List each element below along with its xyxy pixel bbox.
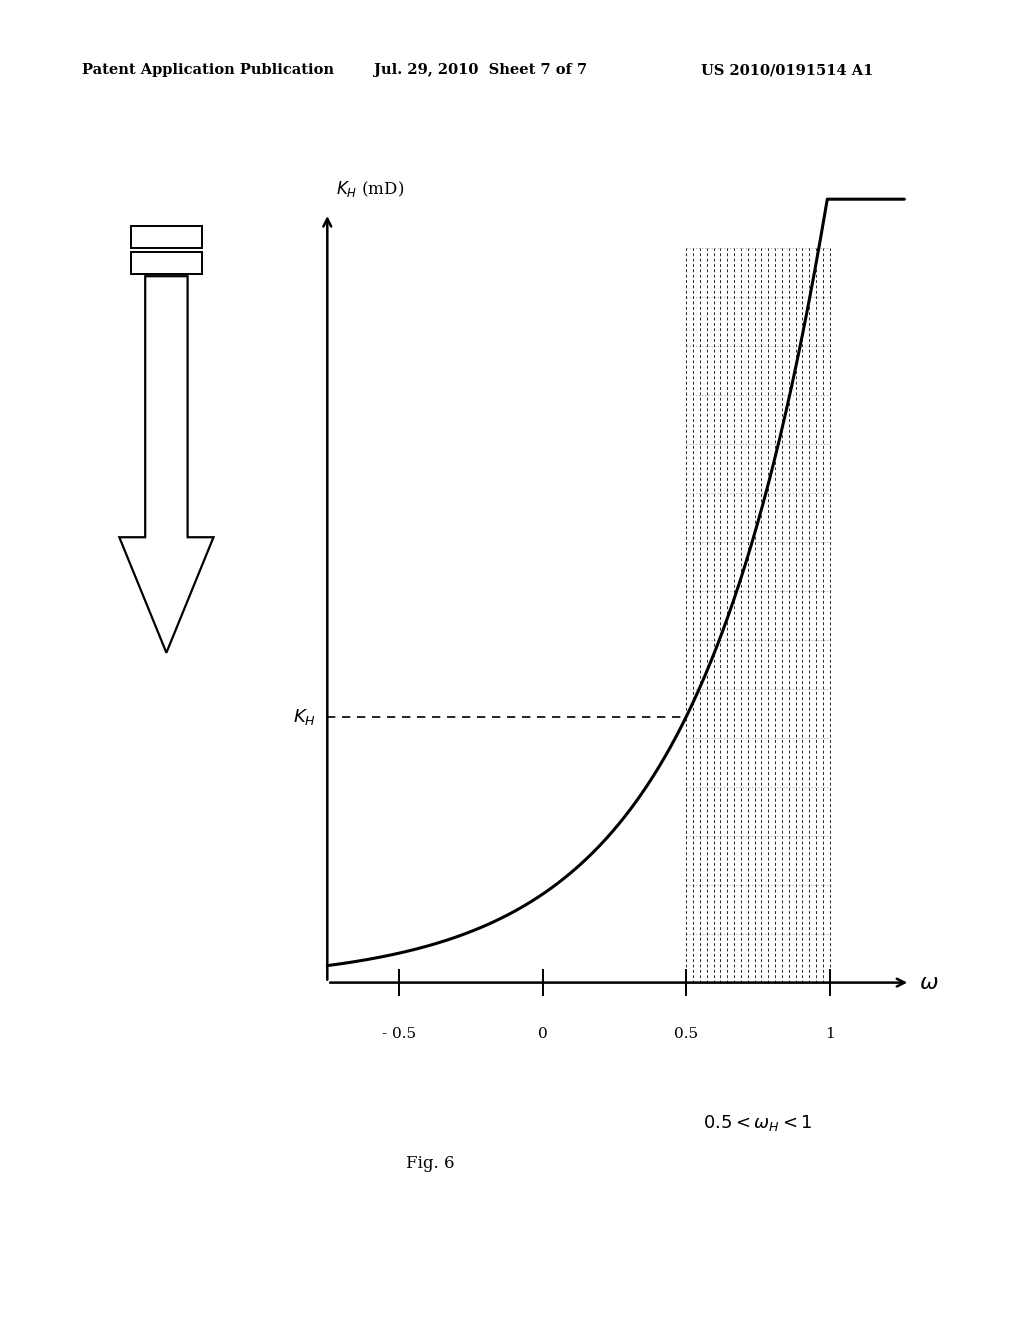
Text: US 2010/0191514 A1: US 2010/0191514 A1 [701,63,873,78]
Text: 0.5: 0.5 [674,1027,698,1040]
Text: - 0.5: - 0.5 [382,1027,416,1040]
Text: $0.5 < \omega_H < 1$: $0.5 < \omega_H < 1$ [703,1113,813,1133]
Text: $K_H$: $K_H$ [293,706,315,727]
Bar [131,252,202,275]
Text: $K_H$ (mD): $K_H$ (mD) [336,180,404,199]
Text: Fig. 6: Fig. 6 [406,1155,455,1172]
Bar [131,226,202,248]
Text: $\omega$: $\omega$ [919,972,938,994]
Text: 0: 0 [538,1027,548,1040]
Polygon shape [119,276,214,653]
Text: Patent Application Publication: Patent Application Publication [82,63,334,78]
Text: Jul. 29, 2010  Sheet 7 of 7: Jul. 29, 2010 Sheet 7 of 7 [374,63,587,78]
FancyBboxPatch shape [671,1086,846,1159]
Text: 1: 1 [825,1027,835,1040]
